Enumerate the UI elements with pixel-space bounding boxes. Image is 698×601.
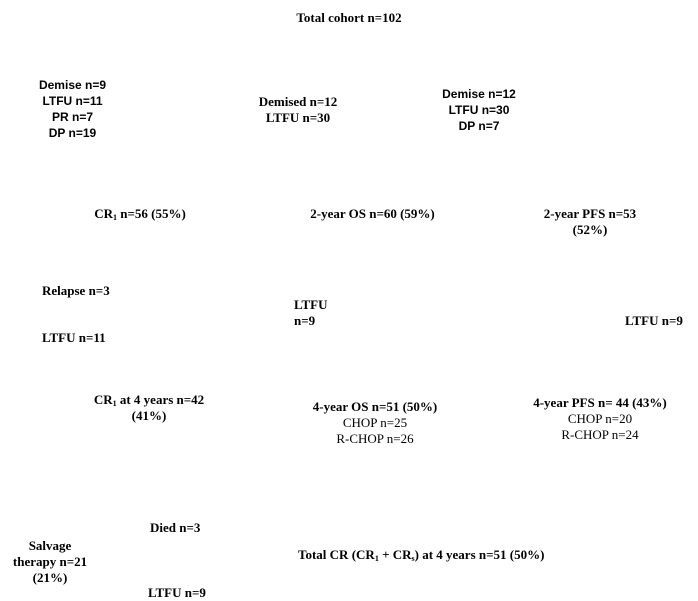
cr1-box: CR1 n=56 (55%) xyxy=(94,206,186,222)
ltfu-cr1-label: LTFU n=11 xyxy=(42,330,106,345)
pfs-rchop-count: R-CHOP n=24 xyxy=(561,427,639,442)
exclusion-pr: PR n=7 xyxy=(51,110,93,124)
exclusion-ltfu: LTFU n=11 xyxy=(42,94,103,108)
os-rchop-count: R-CHOP n=26 xyxy=(336,431,414,446)
ltfu-os-label: LTFU n=9 xyxy=(294,297,328,328)
exclusion-demised: Demised n=12 xyxy=(258,94,338,109)
os-chop-count: CHOP n=25 xyxy=(342,415,408,430)
os-2yr-box: 2-year OS n=60 (59%) xyxy=(310,206,435,221)
pfs-2yr-box: 2-year PFS n=53 (52%) xyxy=(543,206,637,237)
ltfu-pfs-label: LTFU n=9 xyxy=(625,313,683,328)
exclusion-dp: DP n=19 xyxy=(48,126,97,140)
pfs-exclusions: Demise n=12 LTFU n=30 DP n=7 xyxy=(424,86,534,134)
exclusion-demise: Demise n=9 xyxy=(38,78,107,92)
total-cohort-label: Total cohort n=102 xyxy=(296,10,402,25)
exclusion-demise: Demise n=12 xyxy=(442,87,516,101)
cr1-exclusions: Demise n=9 LTFU n=11 PR n=7 DP n=19 xyxy=(30,77,115,141)
salvage-therapy-box: Salvage therapy n=21 (21%) xyxy=(12,538,88,585)
relapse-label: Relapse n=3 xyxy=(42,283,110,298)
os-exclusions: Demised n=12 LTFU n=30 xyxy=(238,94,358,126)
total-cr-box: Total CR (CR1 + CRs) at 4 years n=51 (50… xyxy=(298,547,545,563)
cr1-4yr-box: CR1 at 4 years n=42 (41%) xyxy=(93,392,205,423)
exclusion-dp: DP n=7 xyxy=(458,119,500,133)
os-4yr-box: 4-year OS n=51 (50%) CHOP n=25 R-CHOP n=… xyxy=(285,399,465,447)
pfs-chop-count: CHOP n=20 xyxy=(567,411,633,426)
exclusion-ltfu: LTFU n=30 xyxy=(265,110,331,125)
died-label: Died n=3 xyxy=(150,520,201,535)
pfs-4yr-box: 4-year PFS n= 44 (43%) CHOP n=20 R-CHOP … xyxy=(510,395,690,443)
ltfu-salvage-label: LTFU n=9 xyxy=(148,585,206,600)
exclusion-ltfu: LTFU n=30 xyxy=(448,103,510,117)
